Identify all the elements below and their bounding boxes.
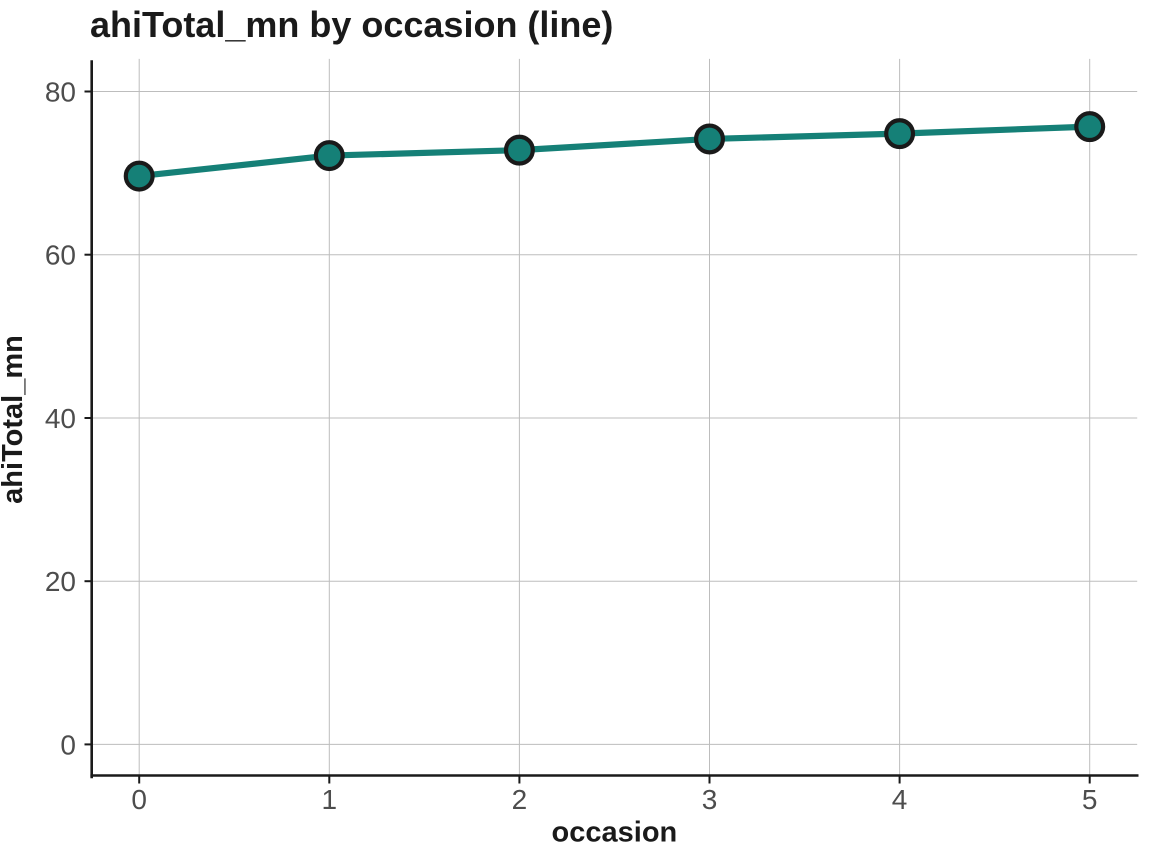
svg-text:4: 4	[892, 784, 908, 815]
svg-text:0: 0	[131, 784, 147, 815]
svg-text:3: 3	[702, 784, 718, 815]
svg-text:60: 60	[45, 240, 76, 271]
svg-text:occasion: occasion	[552, 817, 678, 849]
svg-text:2: 2	[512, 784, 528, 815]
svg-text:ahiTotal_mn: ahiTotal_mn	[0, 335, 29, 504]
svg-text:0: 0	[60, 729, 76, 760]
svg-text:80: 80	[45, 77, 76, 108]
svg-text:5: 5	[1082, 784, 1098, 815]
svg-text:40: 40	[45, 403, 76, 434]
svg-text:20: 20	[45, 566, 76, 597]
svg-text:1: 1	[322, 784, 338, 815]
